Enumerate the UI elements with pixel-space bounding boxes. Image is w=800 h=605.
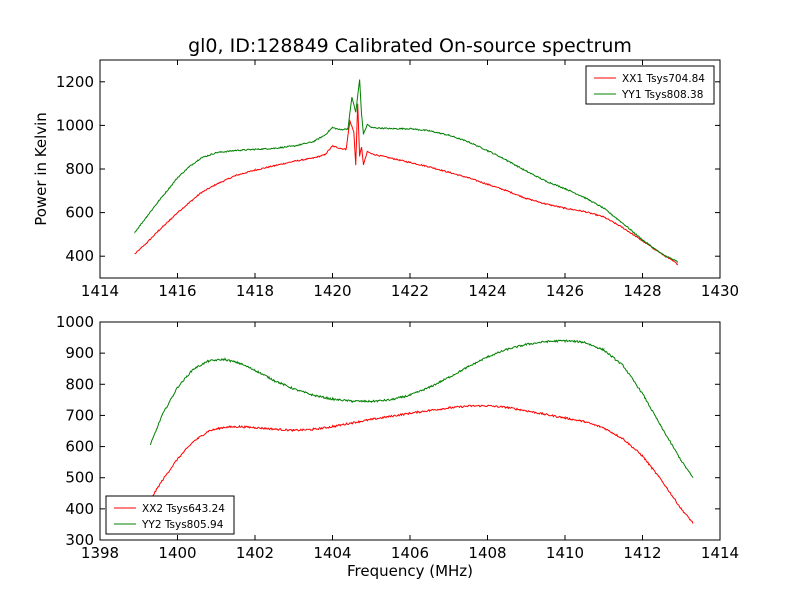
legend-label: XX1 Tsys704.84	[622, 73, 705, 85]
x-tick-label: 1412	[623, 544, 661, 562]
x-tick-label: 1410	[546, 544, 584, 562]
y-tick-label: 900	[65, 344, 94, 362]
y-tick-label: 700	[65, 406, 94, 424]
x-tick-label: 1402	[236, 544, 274, 562]
y-tick-label: 1200	[56, 73, 94, 91]
x-axis-label: Frequency (MHz)	[347, 562, 473, 580]
series-line-2	[134, 79, 678, 264]
y-tick-label: 800	[65, 160, 94, 178]
y-tick-label: 1000	[56, 313, 94, 331]
chart-panel-2: 1398 1400 1402 1404 1406 1408 1410 1412 1414 300 4…	[56, 313, 739, 580]
x-tick-label: 1418	[236, 282, 274, 300]
x-tick-label: 1414	[701, 544, 739, 562]
x-tick-label: 1408	[468, 544, 506, 562]
y-tick-label: 400	[65, 247, 94, 265]
x-tick-label: 1430	[701, 282, 739, 300]
x-tick-label: 1424	[468, 282, 506, 300]
x-tick-label: 1400	[158, 544, 196, 562]
chart-panel-1: 1414 1416 1418 1420 1422 1424 1426 1428 1430 400 6…	[32, 59, 739, 300]
legend-box	[585, 65, 715, 105]
x-tick-label: 1426	[546, 282, 584, 300]
x-tick-label: 1416	[158, 282, 196, 300]
x-tick-label: 1420	[313, 282, 351, 300]
x-tick-label: 1404	[313, 544, 351, 562]
legend-box	[105, 495, 235, 535]
y-tick-label: 800	[65, 375, 94, 393]
y-tick-label: 300	[65, 531, 94, 549]
legend-1: XX1 Tsys704.84 YY1 Tsys808.38	[585, 65, 715, 105]
y-tick-label: 1000	[56, 116, 94, 134]
legend-label: XX2 Tsys643.24	[142, 503, 225, 515]
series-line-1	[134, 103, 678, 266]
series-line-1	[149, 404, 694, 524]
y-axis-label: Power in Kelvin	[32, 112, 50, 226]
x-tick-label: 1398	[81, 544, 119, 562]
x-tick-label: 1414	[81, 282, 119, 300]
y-tick-label: 600	[65, 438, 94, 456]
y-tick-label: 400	[65, 500, 94, 518]
y-tick-label: 600	[65, 204, 94, 222]
legend-2: XX2 Tsys643.24 YY2 Tsys805.94	[105, 495, 235, 535]
x-tick-label: 1406	[391, 544, 429, 562]
x-tick-label: 1422	[391, 282, 429, 300]
x-tick-label: 1428	[623, 282, 661, 300]
legend-label: YY2 Tsys805.94	[141, 519, 224, 531]
y-tick-label: 500	[65, 469, 94, 487]
legend-label: YY1 Tsys808.38	[621, 89, 703, 101]
chart-title: gl0, ID:128849 Calibrated On-source spec…	[188, 35, 632, 57]
series-line-2	[149, 339, 694, 478]
